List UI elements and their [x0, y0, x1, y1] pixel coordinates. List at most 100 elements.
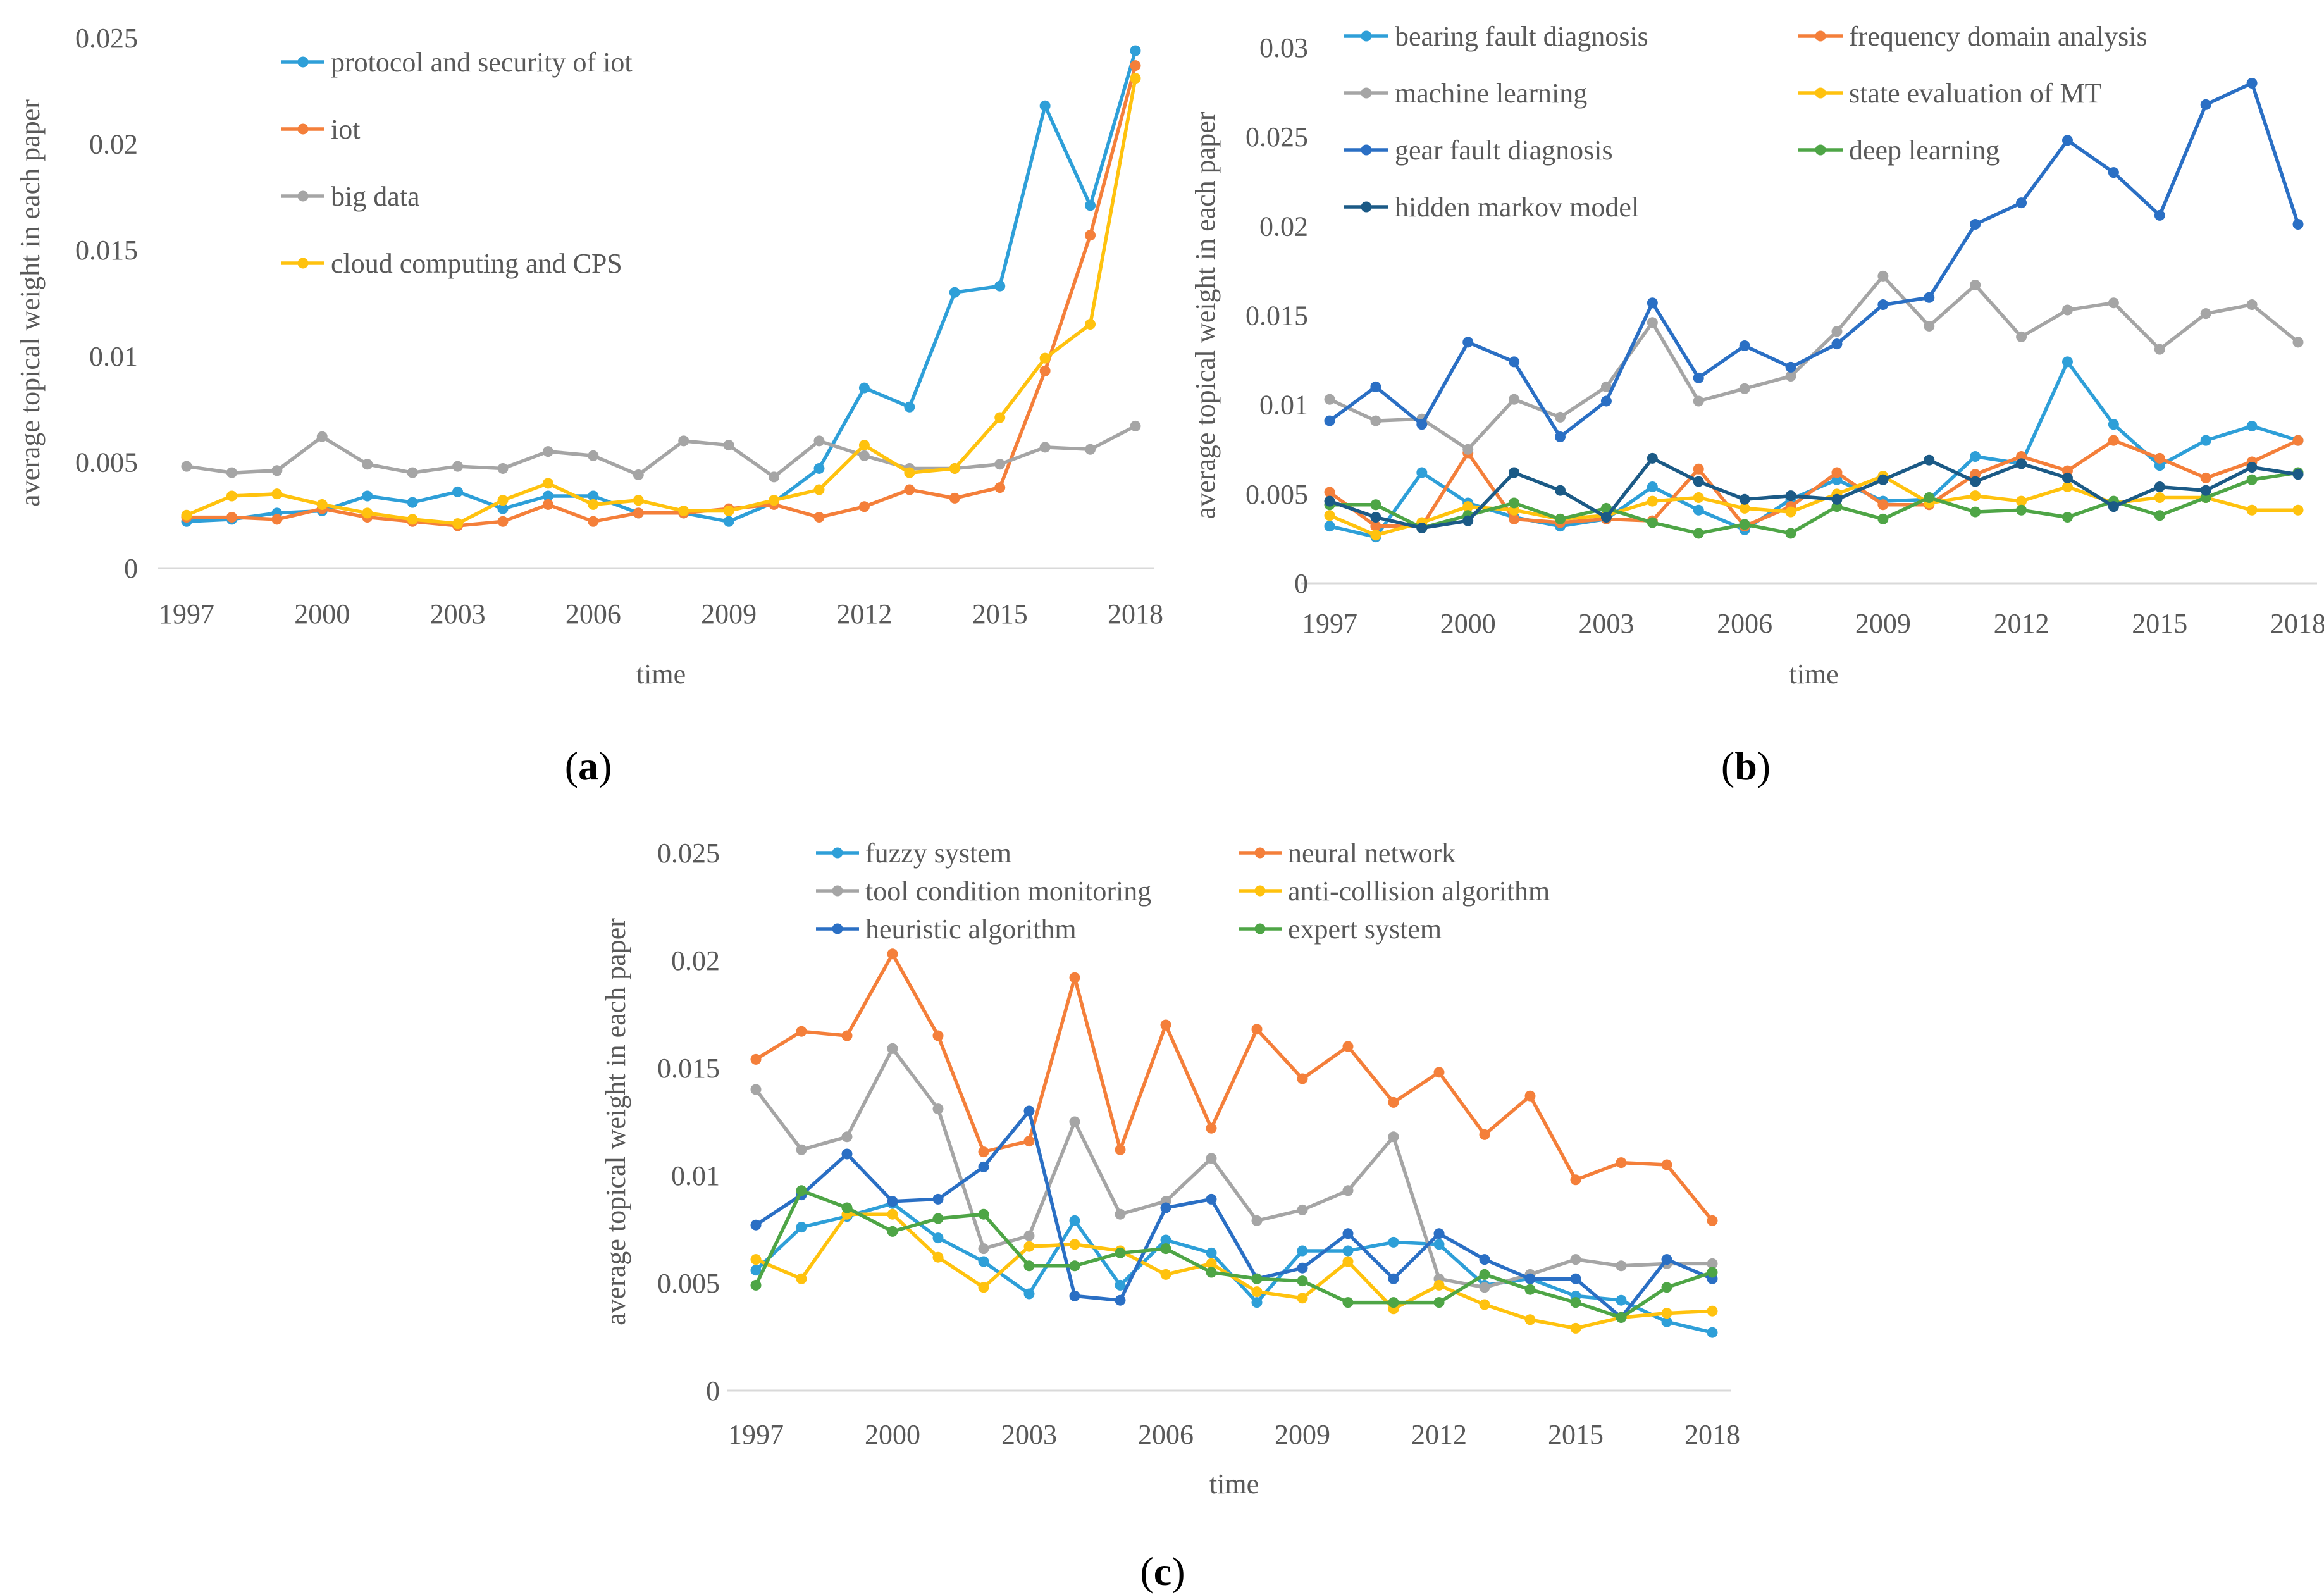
- data-point: [2108, 501, 2119, 512]
- data-point: [2292, 337, 2304, 348]
- series-gear-fault-diagnosis: [1324, 77, 2304, 442]
- series-anti-collision-algorithm: [750, 1208, 1718, 1334]
- data-point: [1206, 1267, 1217, 1278]
- data-point: [769, 495, 780, 506]
- data-point: [2246, 504, 2258, 516]
- data-point: [1970, 451, 1981, 462]
- x-tick-label: 2006: [1138, 1419, 1194, 1450]
- data-point: [1023, 1241, 1035, 1252]
- data-point: [1388, 1236, 1399, 1248]
- data-point: [1342, 1185, 1354, 1196]
- series-line: [754, 1046, 1714, 1289]
- data-point: [1115, 1294, 1126, 1306]
- data-point: [841, 1202, 853, 1213]
- data-point: [1524, 1314, 1536, 1325]
- data-point: [452, 518, 464, 530]
- data-point: [2061, 472, 2073, 483]
- panel-label-open: (: [1721, 743, 1734, 788]
- data-point: [1130, 73, 1141, 84]
- data-point: [542, 478, 553, 489]
- x-tick-label: 2006: [1717, 608, 1772, 639]
- data-point: [2246, 421, 2258, 432]
- data-point: [1324, 394, 1335, 405]
- panel-label: (a): [565, 743, 612, 788]
- data-point: [1206, 1247, 1217, 1258]
- data-point: [1069, 1239, 1080, 1250]
- data-point: [1970, 506, 1981, 518]
- data-point: [858, 450, 870, 461]
- data-point: [750, 1265, 762, 1276]
- data-point: [1370, 381, 1381, 392]
- data-point: [1555, 431, 1566, 442]
- data-point: [1509, 513, 1520, 524]
- legend-swatch-marker: [1815, 144, 1826, 156]
- data-point: [362, 490, 373, 502]
- series-hidden-markov-model: [1324, 452, 2304, 533]
- x-tick-label: 2018: [1108, 599, 1163, 630]
- data-point: [978, 1208, 989, 1220]
- data-point: [796, 1026, 807, 1037]
- data-point: [1785, 490, 1796, 502]
- legend-swatch-marker: [832, 923, 843, 934]
- legend-item: protocol and security of iot: [281, 47, 633, 78]
- data-point: [1647, 317, 1658, 328]
- legend-label: bearing fault diagnosis: [1395, 21, 1648, 52]
- legend-item: frequency domain analysis: [1798, 21, 2148, 52]
- series-line: [1328, 471, 2300, 535]
- data-point: [633, 507, 644, 519]
- data-point: [2108, 297, 2119, 309]
- panel-label-open: (: [565, 743, 578, 788]
- data-point: [633, 495, 644, 506]
- y-tick-label: 0.015: [75, 235, 138, 266]
- data-point: [588, 450, 599, 461]
- data-point: [1524, 1284, 1536, 1295]
- legend-label: expert system: [1288, 914, 1442, 945]
- data-point: [2292, 219, 2304, 230]
- legend-item: big data: [281, 181, 420, 212]
- data-point: [1085, 319, 1096, 330]
- data-point: [994, 459, 1006, 470]
- legend-item: bearing fault diagnosis: [1344, 21, 1648, 52]
- chart-panel-c: 0 0.005 0.01 0.015 0.02 0.025 1997 2000 2003 2006…: [600, 838, 1740, 1594]
- data-point: [1924, 454, 1935, 466]
- chart-panel-b: 0 0.005 0.01 0.015 0.02 0.025 0.03 1997 2000 2003…: [1190, 21, 2324, 788]
- y-tick-label: 0.02: [1259, 211, 1308, 242]
- legend-swatch-marker: [297, 190, 309, 202]
- legend-item: iot: [281, 114, 360, 145]
- legend-swatch-marker: [1815, 87, 1826, 99]
- data-point: [1069, 1215, 1080, 1226]
- data-point: [226, 467, 237, 478]
- x-tick-label: 2012: [1411, 1419, 1467, 1450]
- data-point: [994, 280, 1006, 292]
- data-point: [1462, 444, 1474, 455]
- data-point: [2200, 308, 2211, 320]
- data-point: [1115, 1247, 1126, 1258]
- data-point: [316, 431, 328, 442]
- data-point: [1739, 502, 1750, 514]
- legend: fuzzy system neural network tool condition…: [816, 838, 1550, 945]
- x-axis-title: time: [1789, 659, 1838, 690]
- panel-label-close: ): [1757, 743, 1771, 788]
- data-point: [362, 459, 373, 470]
- data-point: [1130, 420, 1141, 431]
- y-axis-title: average topical weight in each paper: [15, 99, 46, 507]
- series-line: [1328, 360, 2300, 539]
- legend-swatch-marker: [297, 56, 309, 68]
- legend-swatch-marker: [1815, 30, 1826, 42]
- data-point: [723, 440, 734, 451]
- data-point: [841, 1148, 853, 1160]
- data-point: [1342, 1245, 1354, 1257]
- data-point: [1616, 1312, 1627, 1323]
- data-point: [497, 503, 509, 514]
- legend-item: gear fault diagnosis: [1344, 135, 1613, 166]
- y-tick-label: 0.01: [1259, 390, 1308, 421]
- y-tick-label: 0: [124, 553, 138, 584]
- legend-item: expert system: [1239, 914, 1442, 945]
- data-point: [1023, 1105, 1035, 1117]
- y-tick-label: 0.01: [89, 341, 138, 372]
- x-tick-label: 2015: [2132, 608, 2187, 639]
- x-tick-label: 2012: [836, 599, 892, 630]
- data-point: [1160, 1202, 1171, 1213]
- data-point: [2016, 495, 2027, 507]
